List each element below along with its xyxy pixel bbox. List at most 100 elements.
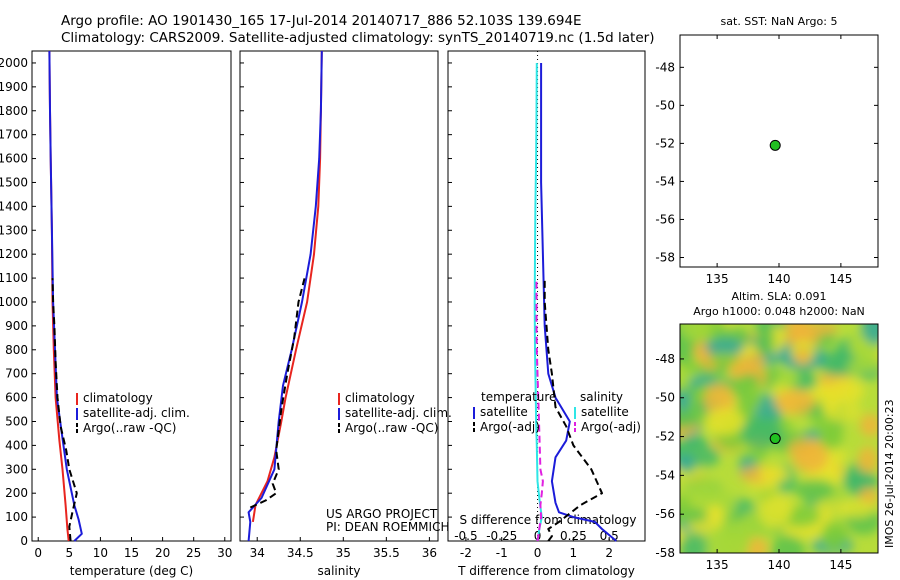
difference-panel-frame	[447, 50, 646, 542]
temperature-tick-label: 0	[34, 546, 42, 560]
sla-longitude-tick-label: 145	[829, 558, 852, 572]
sla-heatmap-cell	[755, 324, 775, 357]
salinity-legend-item-label: climatology	[345, 391, 415, 405]
sla-heatmap-cell	[704, 408, 746, 435]
sla-heatmap-cell	[774, 389, 815, 415]
depth-tick-label: 300	[5, 462, 28, 476]
sla-latitude-tick-label: -54	[655, 468, 675, 482]
sla-longitude-tick-label: 140	[768, 558, 791, 572]
depth-tick-label: 1600	[0, 152, 28, 166]
depth-tick-label: 700	[5, 367, 28, 381]
pi-annotation: PI: DEAN ROEMMICH	[326, 520, 449, 534]
salinity-legend-item-label: Argo(..raw -QC)	[345, 421, 438, 435]
temperature-tick-label: 15	[124, 546, 139, 560]
sla-heatmap-cell	[837, 499, 875, 518]
sla-heatmap-cell	[793, 479, 836, 500]
sdiff-tick-label: -0.25	[486, 529, 517, 543]
tdiff-tick-label: 1	[570, 546, 578, 560]
sla-heatmap-cell	[708, 352, 740, 366]
depth-tick-label: 1900	[0, 80, 28, 94]
sla-longitude-tick-label: 135	[706, 558, 729, 572]
sla-latitude-tick-label: -48	[655, 352, 675, 366]
latitude-tick-label: -50	[655, 98, 675, 112]
salinity-series-line	[247, 50, 323, 542]
difference-series-line	[535, 278, 544, 542]
figure-title-line2: Climatology: CARS2009. Satellite-adjuste…	[61, 30, 655, 46]
difference-series-line	[543, 278, 603, 542]
sla-heatmap-cell	[680, 370, 693, 391]
sla-heatmap-cell	[680, 410, 698, 429]
depth-tick-label: 1800	[0, 104, 28, 118]
salinity-legend-item-label: satellite-adj. clim.	[345, 406, 452, 420]
difference-legend-title: temperature	[481, 390, 556, 404]
sla-heatmap-cell	[828, 378, 865, 404]
sla-argo-float-marker	[769, 433, 781, 445]
sla-heatmap-cell	[680, 493, 692, 517]
salinity-tick-label: 34.5	[287, 546, 314, 560]
depth-tick-label: 1700	[0, 128, 28, 142]
tdiff-tick-label: -1	[496, 546, 508, 560]
depth-tick-label: 400	[5, 438, 28, 452]
temperature-series-line	[51, 278, 78, 542]
latitude-tick-label: -48	[655, 60, 675, 74]
difference-legend-item-label: Argo(-adj)	[480, 420, 540, 434]
sla-heatmap-cell	[797, 324, 839, 336]
depth-tick-label: 1500	[0, 175, 28, 189]
sla-latitude-tick-label: -52	[655, 430, 675, 444]
sdiff-axis-label: S difference from climatology	[460, 513, 637, 527]
difference-legend-title: salinity	[580, 390, 623, 404]
salinity-series-line	[249, 277, 306, 509]
depth-tick-label: 900	[5, 319, 28, 333]
longitude-tick-label: 145	[829, 272, 852, 286]
figure-title-line1: Argo profile: AO 1901430_165 17-Jul-2014…	[61, 13, 582, 29]
depth-tick-label: 1100	[0, 271, 28, 285]
latitude-tick-label: -54	[655, 174, 675, 188]
difference-series-line	[540, 63, 617, 542]
sla-latitude-tick-label: -58	[655, 546, 675, 560]
sla-heatmap-cell	[820, 424, 844, 450]
depth-tick-label: 2000	[0, 56, 28, 70]
sla-map-title-line1: Altim. SLA: 0.091	[731, 290, 826, 303]
sla-heatmap-cell	[680, 454, 696, 473]
sla-heatmap-cell	[820, 394, 838, 413]
salinity-tick-label: 36	[422, 546, 437, 560]
depth-tick-label: 800	[5, 343, 28, 357]
difference-legend-item-label: satellite	[581, 405, 629, 419]
temperature-legend-item-label: climatology	[83, 391, 153, 405]
depth-tick-label: 1000	[0, 295, 28, 309]
sla-heatmap-cell	[688, 475, 718, 511]
temperature-tick-label: 20	[155, 546, 170, 560]
sla-heatmap-cell	[776, 367, 800, 389]
sla-latitude-tick-label: -50	[655, 391, 675, 405]
depth-tick-label: 1200	[0, 247, 28, 261]
salinity-panel-frame	[239, 50, 439, 542]
temperature-tick-label: 25	[186, 546, 201, 560]
tdiff-tick-label: 0	[534, 546, 542, 560]
latitude-tick-label: -52	[655, 136, 675, 150]
sla-heatmap-cell	[787, 439, 818, 459]
argo-float-marker	[769, 139, 781, 151]
imos-timestamp-label: IMOS 26-Jul-2014 20:00:23	[883, 399, 896, 548]
salinity-tick-label: 34	[250, 546, 265, 560]
sla-heatmap-cell	[857, 446, 878, 475]
sla-heatmap-cell	[845, 359, 878, 373]
location-map-title: sat. SST: NaN Argo: 5	[721, 15, 838, 28]
salinity-tick-label: 35	[336, 546, 351, 560]
difference-legend-item-label: satellite	[480, 405, 528, 419]
salinity-series-line	[251, 50, 323, 523]
tdiff-tick-label: 2	[605, 546, 613, 560]
tdiff-tick-label: -2	[460, 546, 472, 560]
sla-heatmap-cell	[794, 348, 812, 366]
temperature-legend-item-label: Argo(..raw -QC)	[83, 421, 176, 435]
sla-heatmap-cell	[859, 413, 878, 437]
tdiff-axis-label: T difference from climatology	[457, 564, 635, 578]
temperature-tick-label: 5	[65, 546, 73, 560]
sla-heatmap-cell	[861, 324, 878, 345]
temperature-legend-item-label: satellite-adj. clim.	[83, 406, 190, 420]
depth-tick-label: 1400	[0, 199, 28, 213]
temperature-series-line	[48, 50, 83, 542]
latitude-tick-label: -58	[655, 250, 675, 264]
sla-heatmap-cell	[680, 324, 711, 341]
sla-heatmap-cell	[817, 350, 856, 376]
sla-heatmap-cell	[771, 534, 805, 553]
